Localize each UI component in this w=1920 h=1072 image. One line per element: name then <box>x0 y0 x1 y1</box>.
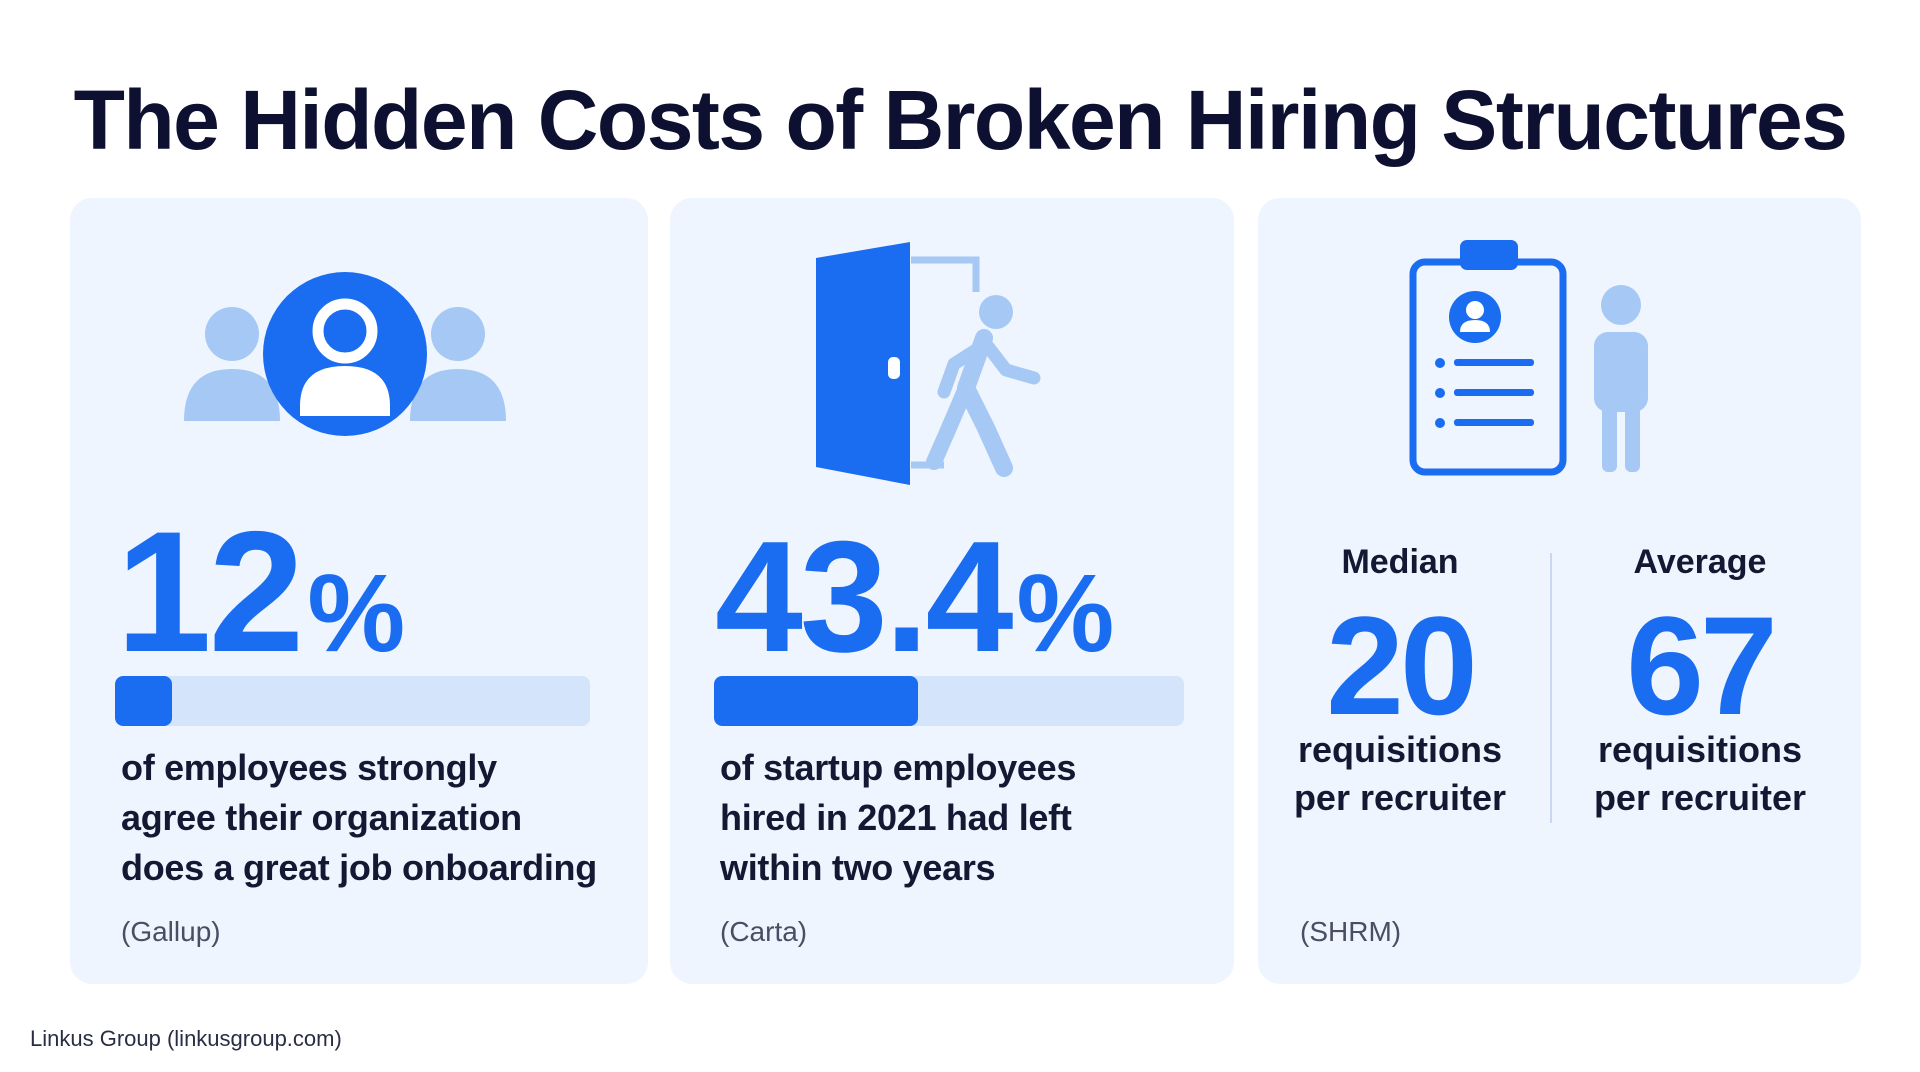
onboarding-unit: % <box>307 552 406 675</box>
attrition-unit: % <box>1016 552 1115 675</box>
median-unit: requisitions per recruiter <box>1293 729 1507 818</box>
source-carta: (Carta) <box>720 916 808 947</box>
onboarding-value: 12 <box>116 496 304 688</box>
median-value: 20 <box>1326 587 1478 744</box>
attrition-value: 43.4 <box>715 509 1014 685</box>
attrition-percent: 43.4% <box>715 518 1114 676</box>
stat-card-recruiter-load: Median 20 requisitions per recruiter Ave… <box>1258 198 1861 984</box>
attrition-description: of startup employees hired in 2021 had l… <box>720 747 1077 888</box>
onboarding-progress-bar <box>115 676 590 726</box>
stat-card-onboarding: 12% of employees strongly agree their or… <box>70 198 648 984</box>
onboarding-percent: 12% <box>116 506 405 678</box>
stat-divider <box>1550 553 1552 823</box>
source-shrm: (SHRM) <box>1300 916 1402 947</box>
attrition-progress-bar <box>714 676 1184 726</box>
source-gallup: (Gallup) <box>121 916 221 947</box>
stat-card-attrition: 43.4% of startup employees hired in 2021… <box>670 198 1234 984</box>
median-label: Median <box>1341 543 1459 581</box>
onboarding-description: of employees strongly agree their organi… <box>121 747 597 888</box>
onboarding-progress-fill <box>115 676 172 726</box>
average-label: Average <box>1633 543 1767 581</box>
exit-door-icon <box>816 242 1041 485</box>
people-group-icon <box>184 272 506 436</box>
average-value: 67 <box>1626 587 1778 744</box>
footer-credit: Linkus Group (linkusgroup.com) <box>30 1026 342 1051</box>
attrition-progress-fill <box>714 676 918 726</box>
clipboard-candidate-icon <box>1409 240 1648 476</box>
page-title: The Hidden Costs of Broken Hiring Struct… <box>73 73 1848 167</box>
average-unit: requisitions per recruiter <box>1593 729 1807 818</box>
